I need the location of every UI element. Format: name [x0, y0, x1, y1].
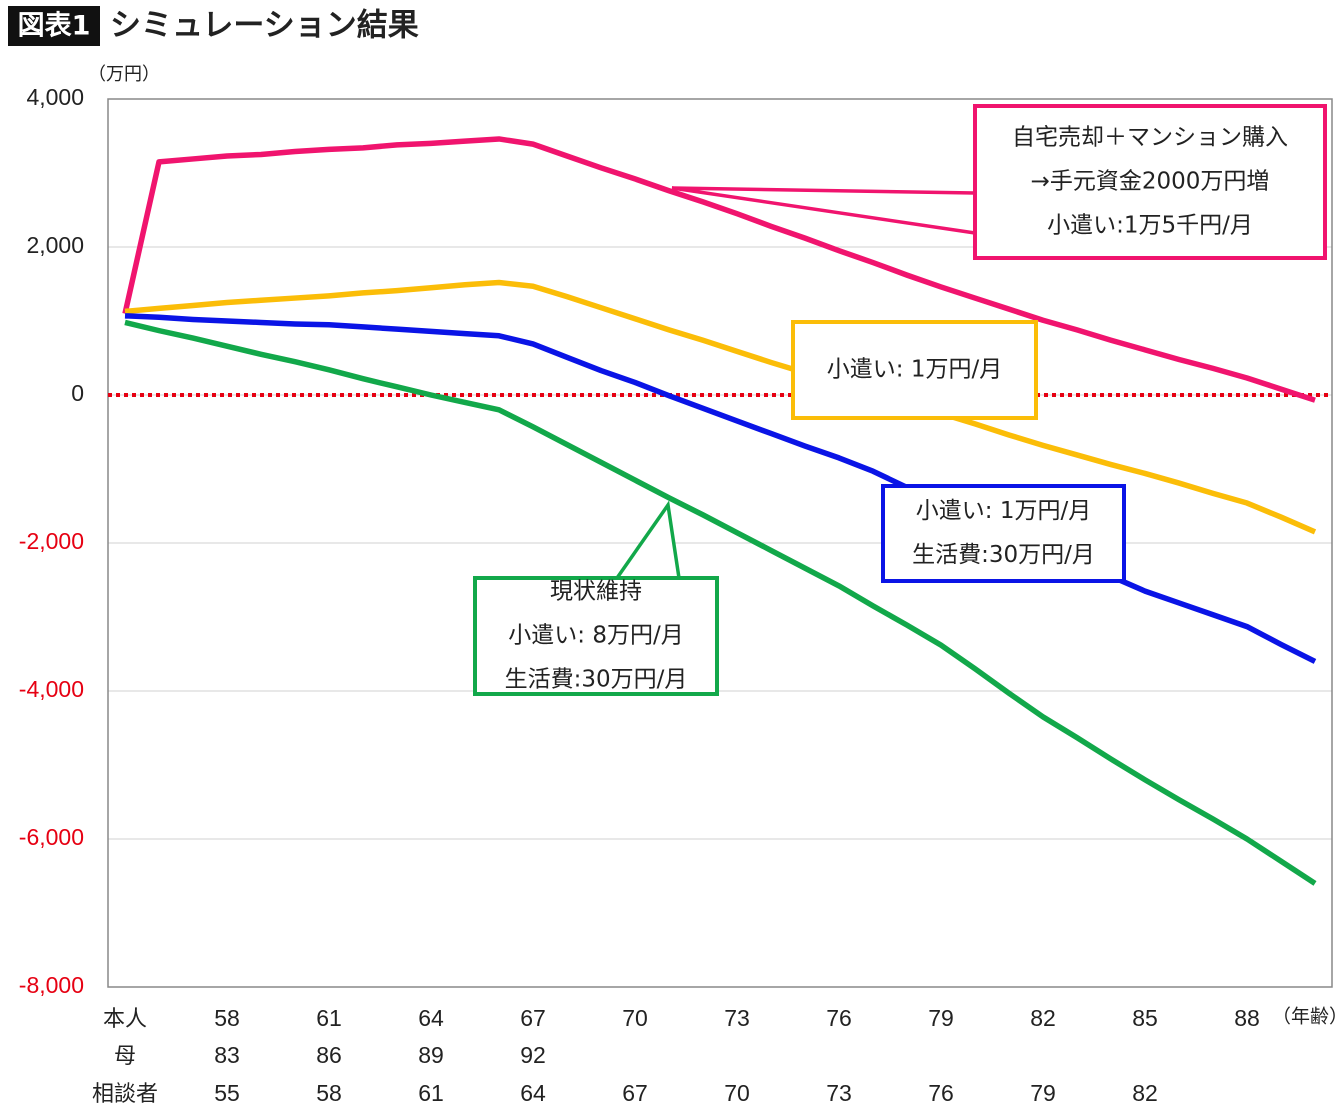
x-tick-label: 64: [520, 1080, 546, 1106]
x-tick-label: 67: [622, 1080, 648, 1106]
x-tick-label: 76: [928, 1080, 954, 1106]
callout-text: 生活費:30万円/月: [505, 667, 688, 693]
callout-leader: [615, 500, 681, 580]
x-tick-label: 79: [1030, 1080, 1056, 1106]
badge: 図表1: [18, 11, 91, 42]
callout-box: [473, 576, 719, 696]
y-tick-label: -2,000: [19, 528, 84, 554]
x-tick-label: 55: [214, 1080, 240, 1106]
x-tick-label: 79: [928, 1005, 954, 1031]
x-tick-label: 82: [1132, 1080, 1158, 1106]
x-tick-label: 61: [316, 1005, 342, 1031]
x-tick-label: 86: [316, 1042, 342, 1068]
callout-box: [791, 320, 1038, 420]
x-tick-label: 76: [826, 1005, 852, 1031]
callout-text: →手元資金2000万円増: [1031, 169, 1270, 195]
x-tick-label: 70: [622, 1005, 648, 1031]
callout-text: 小遣い:1万5千円/月: [1047, 213, 1253, 239]
badge-box: [8, 6, 100, 46]
callout-box: [973, 104, 1327, 260]
x-tick-label: 70: [724, 1080, 750, 1106]
series-line: [124, 279, 1317, 535]
x-tick-label: 58: [316, 1080, 342, 1106]
x-row-label: 本人: [103, 1007, 147, 1032]
callout-text: 小遣い: 1万円/月: [827, 357, 1002, 383]
callout-box: [881, 484, 1126, 583]
x-tick-label: 82: [1030, 1005, 1056, 1031]
x-tick-label: 88: [1234, 1005, 1260, 1031]
callout-text: 現状維持: [550, 579, 642, 605]
x-tick-label: 92: [520, 1042, 546, 1068]
callout-text: 小遣い: 1万円/月: [916, 498, 1091, 524]
x-tick-label: 89: [418, 1042, 444, 1068]
callout-text: 小遣い: 8万円/月: [508, 623, 683, 649]
y-tick-label: -4,000: [19, 676, 84, 702]
y-unit: （万円）: [88, 64, 160, 85]
x-row-label: 相談者: [92, 1082, 158, 1107]
y-tick-label: -8,000: [19, 972, 84, 998]
x-tick-label: 83: [214, 1042, 240, 1068]
x-tick-label: 58: [214, 1005, 240, 1031]
y-tick-label: 2,000: [26, 232, 84, 258]
series-line: [124, 319, 1317, 886]
x-tick-label: 73: [724, 1005, 750, 1031]
x-tick-label: 73: [826, 1080, 852, 1106]
x-row-label: 母: [114, 1044, 136, 1069]
y-tick-label: -6,000: [19, 824, 84, 850]
callout-text: 自宅売却＋マンション購入: [1012, 125, 1288, 151]
y-tick-label: 4,000: [26, 84, 84, 110]
plot-frame: [107, 98, 1333, 988]
callout-leader: [671, 186, 976, 235]
callout-text: 生活費:30万円/月: [912, 542, 1095, 568]
x-tick-label: 67: [520, 1005, 546, 1031]
x-tick-label: 64: [418, 1005, 444, 1031]
series-line: [122, 136, 1316, 403]
series-line: [124, 313, 1317, 664]
chart-title: シミュレーション結果: [110, 8, 419, 44]
x-tick-label: 61: [418, 1080, 444, 1106]
x-tick-label: 85: [1132, 1005, 1158, 1031]
x-unit: （年齢）: [1272, 1006, 1340, 1028]
y-tick-label: 0: [71, 380, 84, 406]
